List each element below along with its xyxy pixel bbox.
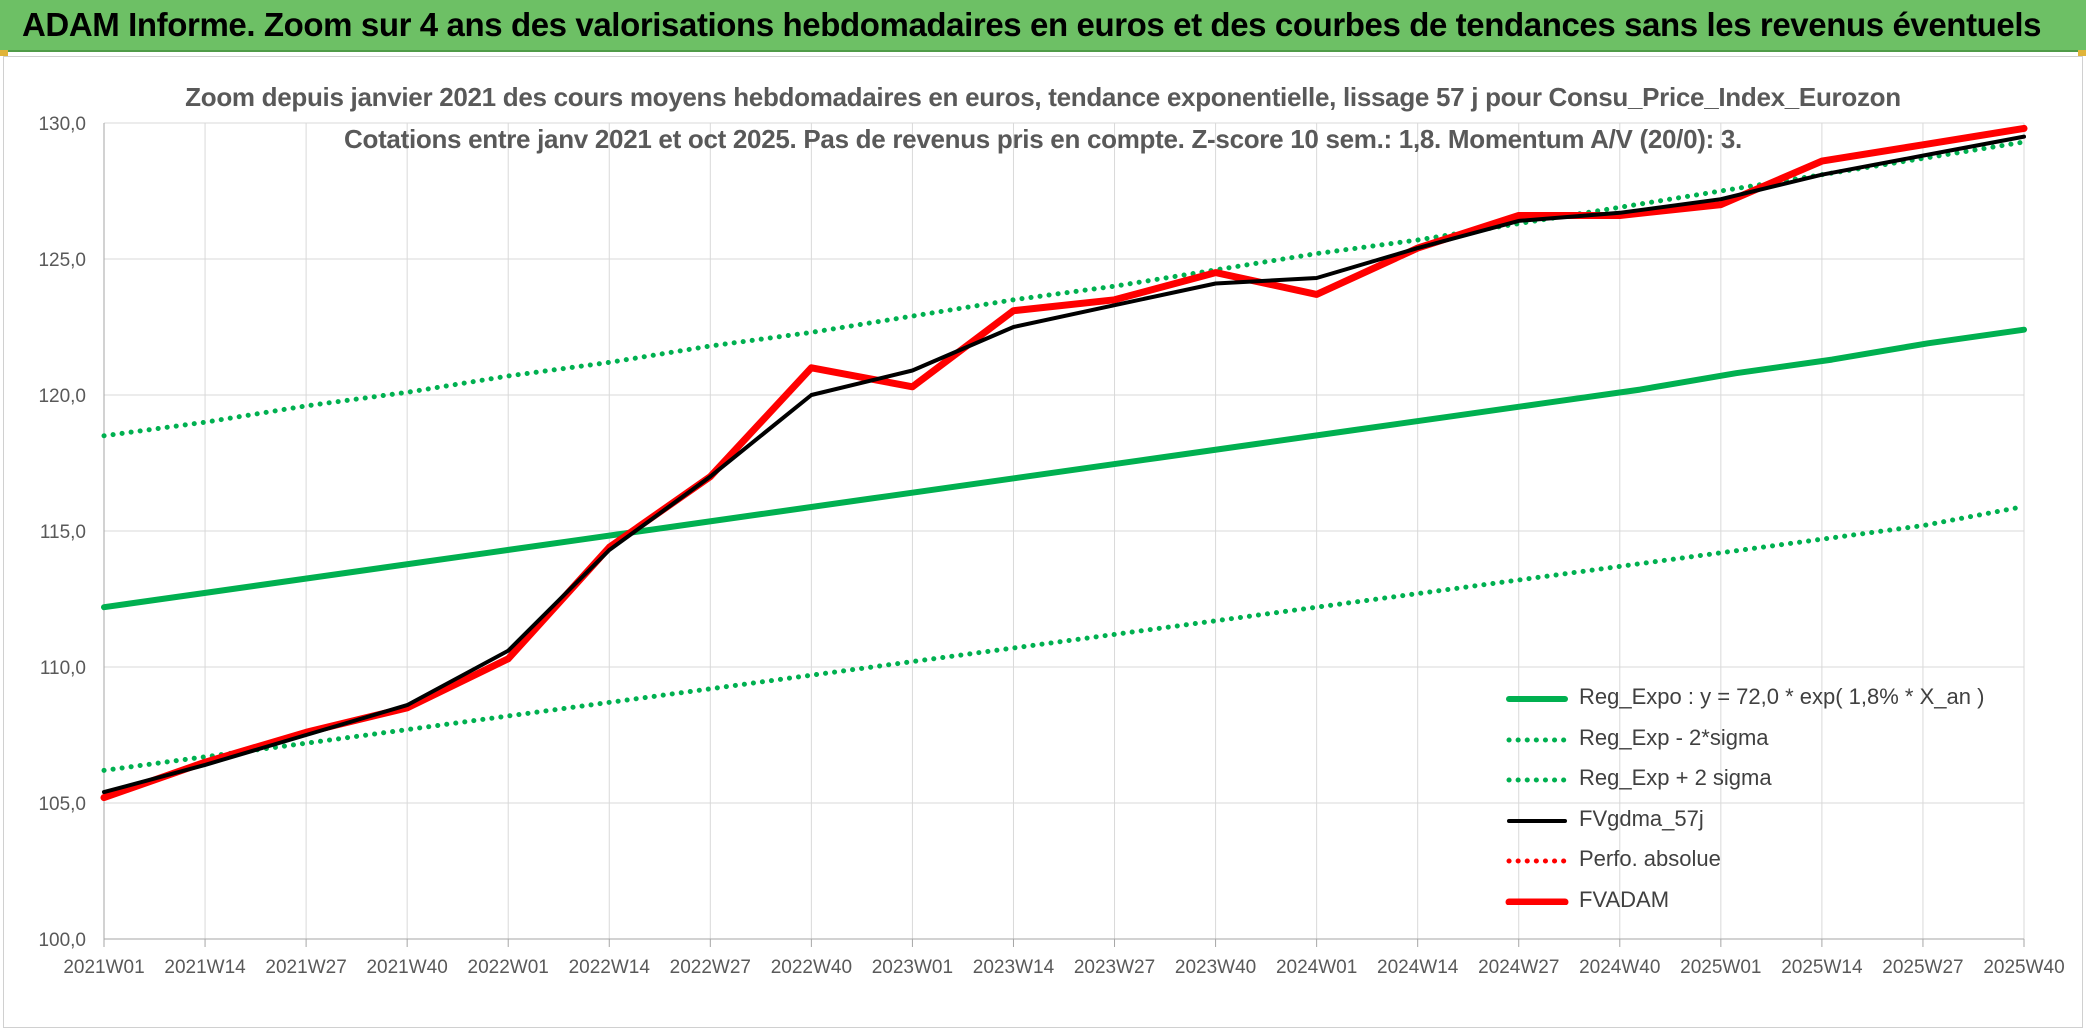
chart-axes bbox=[103, 123, 2025, 947]
x-tick-label: 2021W01 bbox=[63, 957, 144, 978]
chart-title: Zoom depuis janvier 2021 des cours moyen… bbox=[185, 82, 1901, 112]
legend-label: Reg_Exp + 2 sigma bbox=[1579, 765, 1772, 791]
legend-swatch bbox=[1506, 696, 1568, 703]
x-tick-label: 2022W01 bbox=[468, 957, 549, 978]
series-line-reg-exp-2-sigma bbox=[101, 139, 2027, 439]
x-tick-label: 2025W27 bbox=[1882, 957, 1963, 978]
legend-item: Perfo. absolue bbox=[1505, 839, 2025, 880]
legend-swatch bbox=[1507, 818, 1567, 823]
x-tick-label: 2025W40 bbox=[1983, 957, 2064, 978]
chart-legend: Reg_Expo : y = 72,0 * exp( 1,8% * X_an )… bbox=[1505, 677, 2025, 920]
x-tick-label: 2023W27 bbox=[1074, 957, 1155, 978]
x-tick-label: 2024W40 bbox=[1579, 957, 1660, 978]
x-tick-label: 2023W40 bbox=[1175, 957, 1256, 978]
chart-gridlines bbox=[103, 122, 2025, 940]
x-tick-label: 2024W01 bbox=[1276, 957, 1357, 978]
x-tick-label: 2024W27 bbox=[1478, 957, 1559, 978]
chart-subtitle: Cotations entre janv 2021 et oct 2025. P… bbox=[344, 124, 1742, 154]
x-tick-label: 2025W01 bbox=[1680, 957, 1761, 978]
chart-series bbox=[100, 124, 2028, 802]
report-title: ADAM Informe. Zoom sur 4 ans des valoris… bbox=[22, 6, 2042, 43]
chart-frame bbox=[3, 56, 2083, 1028]
y-tick-label: 100,0 bbox=[38, 930, 86, 951]
legend-label: Reg_Expo : y = 72,0 * exp( 1,8% * X_an ) bbox=[1579, 684, 1985, 710]
legend-swatch bbox=[1505, 898, 1569, 905]
series-line-fvgdma-57j bbox=[102, 134, 2026, 795]
y-tick-label: 115,0 bbox=[40, 522, 86, 543]
y-tick-label: 120,0 bbox=[38, 386, 86, 407]
x-tick-label: 2025W14 bbox=[1781, 957, 1863, 978]
x-tick-label: 2023W14 bbox=[973, 957, 1055, 978]
legend-item: Reg_Exp + 2 sigma bbox=[1505, 758, 2025, 799]
y-tick-label: 110,0 bbox=[40, 658, 86, 679]
x-tick-label: 2022W27 bbox=[670, 957, 751, 978]
x-tick-label: 2021W14 bbox=[164, 957, 246, 978]
x-tick-label: 2021W27 bbox=[265, 957, 346, 978]
x-tick-label: 2024W14 bbox=[1377, 957, 1459, 978]
report-banner: ADAM Informe. Zoom sur 4 ans des valoris… bbox=[0, 0, 2086, 52]
legend-item: FVADAM bbox=[1505, 880, 2025, 921]
y-tick-label: 125,0 bbox=[38, 250, 86, 271]
legend-item: Reg_Exp - 2*sigma bbox=[1505, 718, 2025, 759]
x-tick-label: 2023W01 bbox=[872, 957, 953, 978]
x-tick-label: 2021W40 bbox=[366, 957, 447, 978]
legend-label: Perfo. absolue bbox=[1579, 846, 1721, 872]
y-tick-label: 130,0 bbox=[38, 114, 86, 135]
y-tick-label: 105,0 bbox=[38, 794, 86, 815]
legend-label: FVgdma_57j bbox=[1579, 805, 1704, 831]
legend-swatch bbox=[1506, 737, 1568, 743]
legend-swatch bbox=[1506, 777, 1568, 783]
series-line-reg-expo-y-72-0-exp-1-8-x-an bbox=[101, 326, 2027, 611]
legend-label: Reg_Exp - 2*sigma bbox=[1579, 724, 1769, 750]
chart-tick-labels: 130,0 125,0 120,0 115,0 110,0 105,0 100,0 2021W… bbox=[38, 114, 2064, 978]
x-tick-label: 2022W40 bbox=[771, 957, 852, 978]
legend-item: FVgdma_57j bbox=[1505, 799, 2025, 840]
legend-swatch bbox=[1506, 858, 1568, 864]
series-line-fvadam bbox=[100, 124, 2028, 802]
legend-label: FVADAM bbox=[1579, 886, 1670, 912]
banner-accent-left bbox=[0, 50, 8, 56]
banner-accent-right bbox=[2078, 50, 2086, 56]
x-tick-label: 2022W14 bbox=[569, 957, 651, 978]
legend-item: Reg_Expo : y = 72,0 * exp( 1,8% * X_an ) bbox=[1505, 677, 2025, 718]
